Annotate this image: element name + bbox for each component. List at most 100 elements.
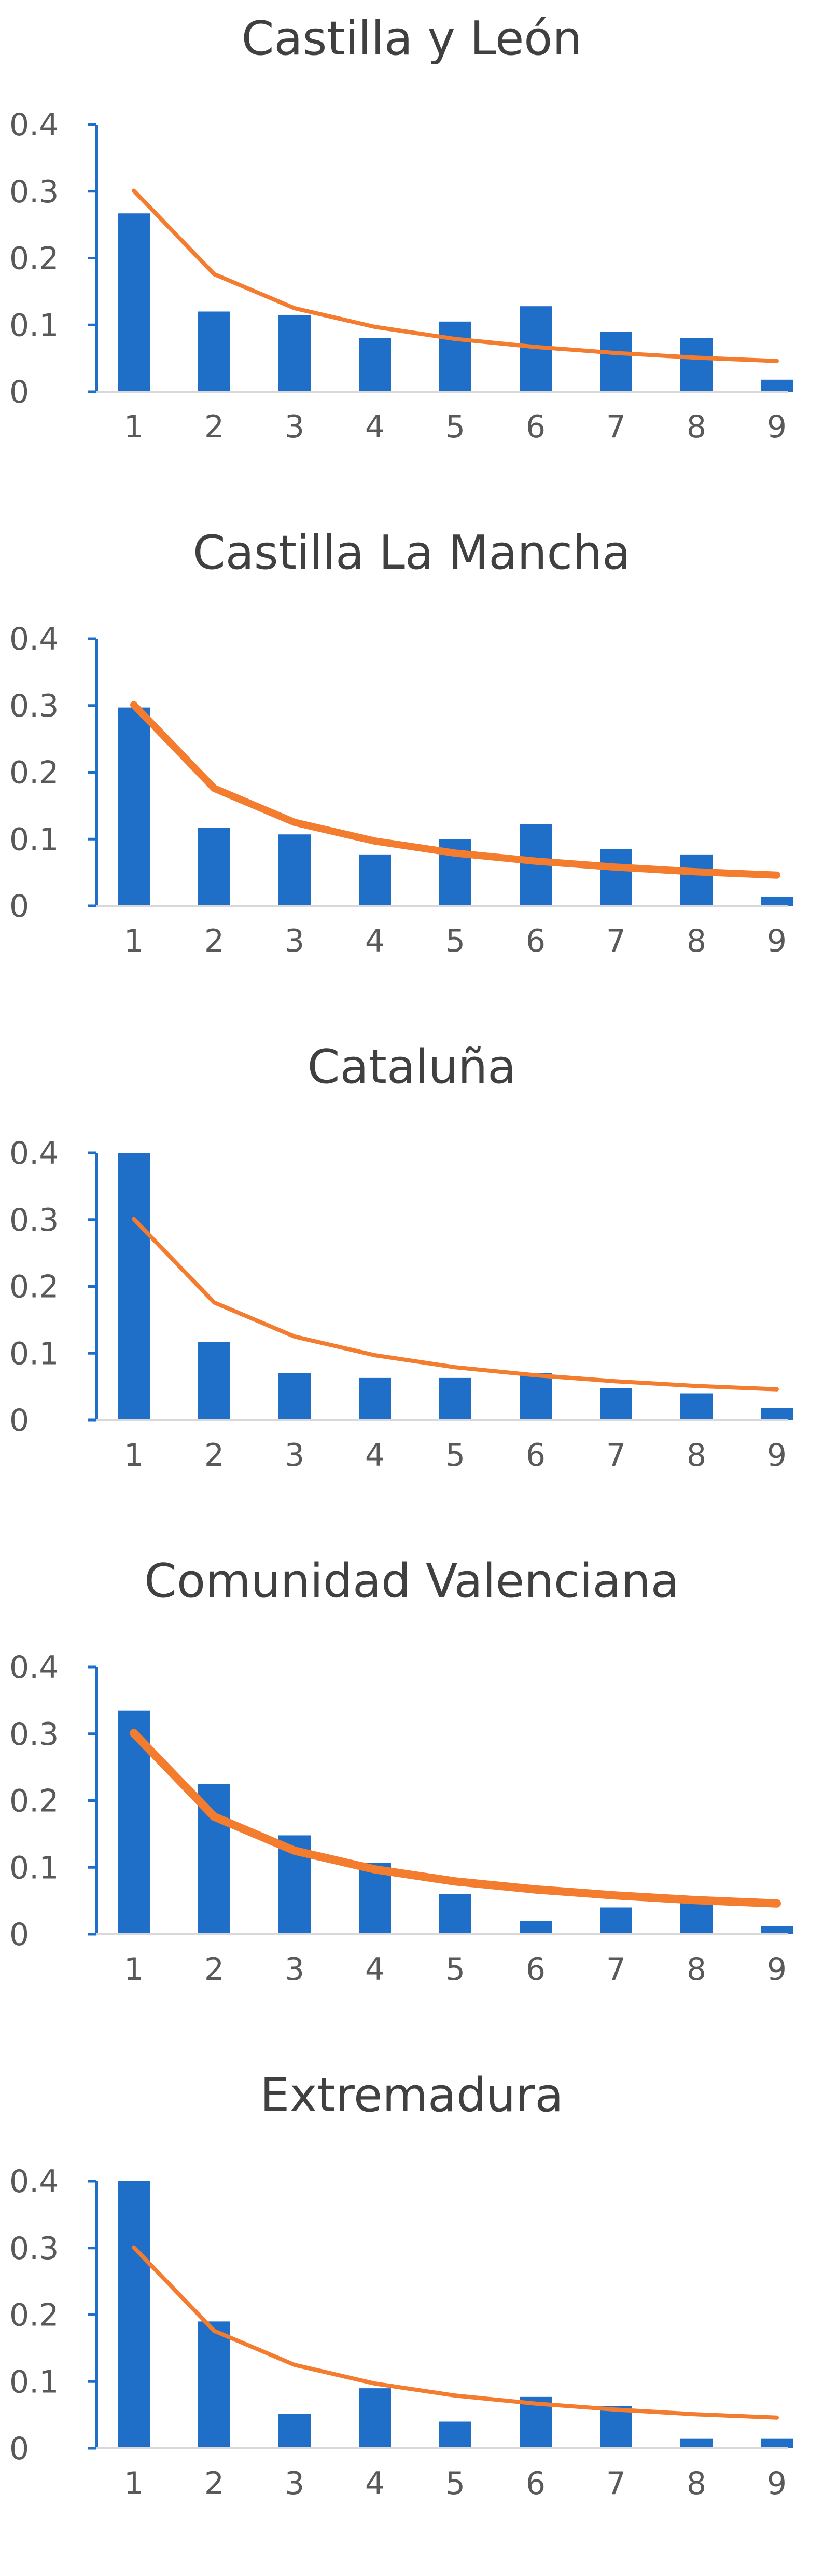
x-tick-label: 5: [445, 1951, 465, 1988]
chart-svg: Comunidad Valenciana 0 0.1 0.2 0.3 0.4 1 2 3 4 5 6 7…: [9, 1554, 793, 1988]
bar: [600, 332, 632, 392]
x-tick-label: 3: [285, 409, 304, 445]
x-tick-label: 1: [124, 1951, 144, 1988]
x-tick-label: 7: [606, 1437, 626, 1473]
y-tick-label: 0.1: [9, 2364, 59, 2400]
y-tick-label: 0.2: [9, 241, 59, 277]
chart-title: Castilla La Mancha: [193, 526, 631, 580]
x-tick-label: 2: [204, 923, 224, 959]
bar: [278, 1373, 311, 1420]
y-tick-label: 0.4: [9, 107, 59, 143]
bar: [359, 338, 391, 392]
x-tick-label: 9: [767, 923, 787, 959]
y-tick-label: 0.3: [9, 2230, 59, 2267]
x-tick-label: 9: [767, 2465, 787, 2502]
x-tick-label: 9: [767, 1951, 787, 1988]
y-tick-label: 0.2: [9, 2297, 59, 2334]
y-tick-label: 0.1: [9, 307, 59, 343]
y-tick-label: 0.3: [9, 1202, 59, 1238]
x-tick-label: 8: [687, 1437, 706, 1473]
x-tick-label: 2: [204, 2465, 224, 2502]
chart-svg: Castilla La Mancha 0 0.1 0.2 0.3 0.4 1 2 3 4 5 6 7 8 9: [9, 526, 793, 959]
y-tick-label: 0.4: [9, 1649, 59, 1686]
bar: [761, 2438, 793, 2448]
x-tick-label: 1: [124, 923, 144, 959]
chart-title: Cataluña: [308, 1040, 516, 1094]
x-tick-label: 6: [526, 2465, 546, 2502]
chart-svg: Cataluña 0 0.1 0.2 0.3 0.4 1 2 3 4 5 6 7 8 9: [9, 1040, 793, 1473]
chart-title: Extremadura: [260, 2068, 564, 2123]
bar: [520, 1373, 552, 1420]
x-tick-label: 8: [687, 923, 706, 959]
x-tick-label: 4: [365, 1437, 385, 1473]
y-tick-label: 0.1: [9, 821, 59, 858]
bar: [600, 1388, 632, 1420]
chart-panel: Cataluña 0 0.1 0.2 0.3 0.4 1 2 3 4 5 6 7 8 9: [0, 1034, 824, 1548]
bar: [761, 896, 793, 906]
y-tick-label: 0.4: [9, 621, 59, 657]
y-tick-label: 0.3: [9, 688, 59, 724]
x-tick-label: 4: [365, 923, 385, 959]
bar: [439, 2421, 471, 2448]
x-tick-label: 7: [606, 1951, 626, 1988]
x-tick-label: 1: [124, 2465, 144, 2502]
x-tick-label: 8: [687, 2465, 706, 2502]
bar: [680, 338, 713, 392]
bar: [198, 828, 230, 906]
line-series: [132, 1217, 779, 1392]
x-tick-label: 3: [285, 923, 304, 959]
y-tick-label: 0.3: [9, 174, 59, 210]
chart-svg: Castilla y León 0 0.1 0.2 0.3 0.4 1 2 3 4 5 6 7 8 9: [9, 11, 793, 445]
line-series: [130, 1729, 781, 1908]
bar: [600, 2406, 632, 2448]
x-tick-label: 7: [606, 409, 626, 445]
bar: [439, 1377, 471, 1420]
bar: [680, 854, 713, 906]
bar: [278, 2414, 311, 2448]
line-series: [132, 2245, 779, 2420]
y-tick-label: 0: [9, 2431, 29, 2467]
chart-title: Castilla y León: [242, 11, 582, 66]
chart-panel: Comunidad Valenciana 0 0.1 0.2 0.3 0.4 1 2 3 4 5 6 7…: [0, 1548, 824, 2062]
x-tick-label: 3: [285, 1951, 304, 1988]
bar: [600, 849, 632, 906]
bar: [118, 707, 150, 906]
x-tick-label: 5: [445, 923, 465, 959]
y-tick-label: 0.3: [9, 1716, 59, 1753]
bar: [118, 2181, 150, 2448]
x-tick-label: 5: [445, 409, 465, 445]
bar: [198, 311, 230, 392]
x-tick-label: 7: [606, 2465, 626, 2502]
y-tick-label: 0.1: [9, 1850, 59, 1886]
y-tick-label: 0.4: [9, 1135, 59, 1172]
x-tick-label: 2: [204, 409, 224, 445]
bar: [118, 1153, 150, 1420]
bar: [439, 321, 471, 392]
x-tick-label: 8: [687, 409, 706, 445]
x-tick-label: 5: [445, 1437, 465, 1473]
bar: [359, 2388, 391, 2448]
bar: [680, 1900, 713, 1934]
y-tick-label: 0: [9, 888, 29, 925]
bar: [359, 1377, 391, 1420]
bar: [118, 213, 150, 392]
x-tick-label: 1: [124, 1437, 144, 1473]
bar: [278, 834, 311, 906]
x-tick-label: 9: [767, 1437, 787, 1473]
bar: [278, 314, 311, 392]
bar: [520, 1921, 552, 1934]
x-tick-label: 2: [204, 1951, 224, 1988]
x-tick-label: 6: [526, 923, 546, 959]
y-tick-label: 0: [9, 1917, 29, 1953]
line-series: [132, 188, 779, 363]
bar: [680, 2438, 713, 2448]
y-tick-label: 0: [9, 1402, 29, 1439]
x-tick-label: 4: [365, 2465, 385, 2502]
bar: [680, 1393, 713, 1420]
bar: [439, 1894, 471, 1934]
bar: [761, 1408, 793, 1420]
bar: [761, 1926, 793, 1934]
y-tick-label: 0.2: [9, 1269, 59, 1305]
y-tick-label: 0: [9, 374, 29, 410]
